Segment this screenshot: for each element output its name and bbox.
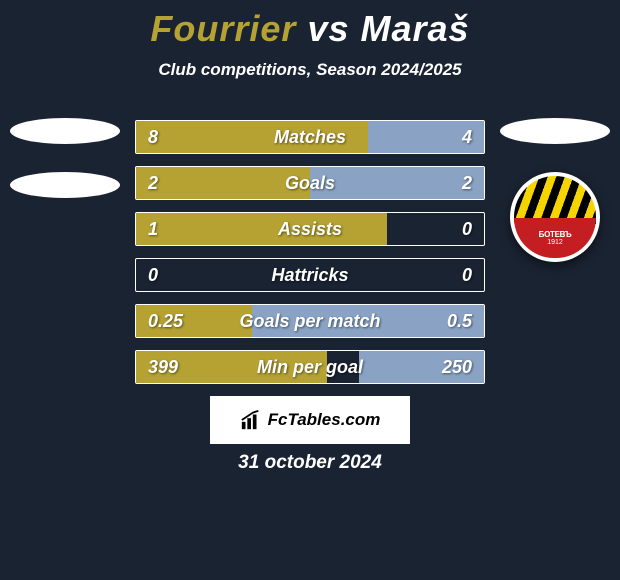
right-player-crest-area: БОТЕВЪ 1912	[500, 118, 610, 262]
club-badge: БОТЕВЪ 1912	[510, 172, 600, 262]
stat-value-left: 2	[148, 173, 158, 194]
badge-stripes	[514, 176, 596, 224]
stat-row: 2 Goals 2	[135, 166, 485, 200]
stat-row: 8 Matches 4	[135, 120, 485, 154]
comparison-title: Fourrier vs Maraš	[0, 0, 620, 50]
stat-value-right: 4	[462, 127, 472, 148]
stat-label: Hattricks	[271, 265, 348, 286]
stat-label: Matches	[274, 127, 346, 148]
stat-value-left: 0	[148, 265, 158, 286]
stat-value-left: 8	[148, 127, 158, 148]
badge-lower: БОТЕВЪ 1912	[514, 218, 596, 258]
placeholder-ellipse	[10, 118, 120, 144]
stat-value-left: 1	[148, 219, 158, 240]
brand-text: FcTables.com	[268, 410, 381, 430]
player-a-name: Fourrier	[150, 8, 296, 49]
stat-value-right: 2	[462, 173, 472, 194]
branding-box: FcTables.com	[210, 396, 410, 444]
stat-value-left: 399	[148, 357, 178, 378]
bar-fill-left	[136, 213, 387, 245]
subtitle: Club competitions, Season 2024/2025	[0, 60, 620, 80]
stat-value-right: 0	[462, 265, 472, 286]
bar-fill-left	[136, 167, 310, 199]
player-b-name: Maraš	[361, 8, 470, 49]
badge-year: 1912	[547, 239, 563, 246]
left-player-crest-area	[10, 118, 120, 226]
placeholder-ellipse	[500, 118, 610, 144]
stat-value-right: 0.5	[447, 311, 472, 332]
bar-fill-right	[310, 167, 484, 199]
stat-row: 0.25 Goals per match 0.5	[135, 304, 485, 338]
stat-label: Assists	[278, 219, 342, 240]
date-text: 31 october 2024	[0, 452, 620, 474]
stat-value-right: 250	[442, 357, 472, 378]
stats-bars: 8 Matches 4 2 Goals 2 1 Assists 0 0 Hattricks 0 0.25…	[135, 120, 485, 396]
chart-icon	[240, 409, 262, 431]
stat-label: Min per goal	[257, 357, 363, 378]
vs-label: vs	[307, 8, 349, 49]
stat-row: 1 Assists 0	[135, 212, 485, 246]
stat-value-left: 0.25	[148, 311, 183, 332]
badge-text: БОТЕВЪ	[539, 230, 572, 239]
stat-row: 399 Min per goal 250	[135, 350, 485, 384]
stat-label: Goals per match	[239, 311, 380, 332]
stat-label: Goals	[285, 173, 335, 194]
placeholder-ellipse	[10, 172, 120, 198]
stat-value-right: 0	[462, 219, 472, 240]
stat-row: 0 Hattricks 0	[135, 258, 485, 292]
